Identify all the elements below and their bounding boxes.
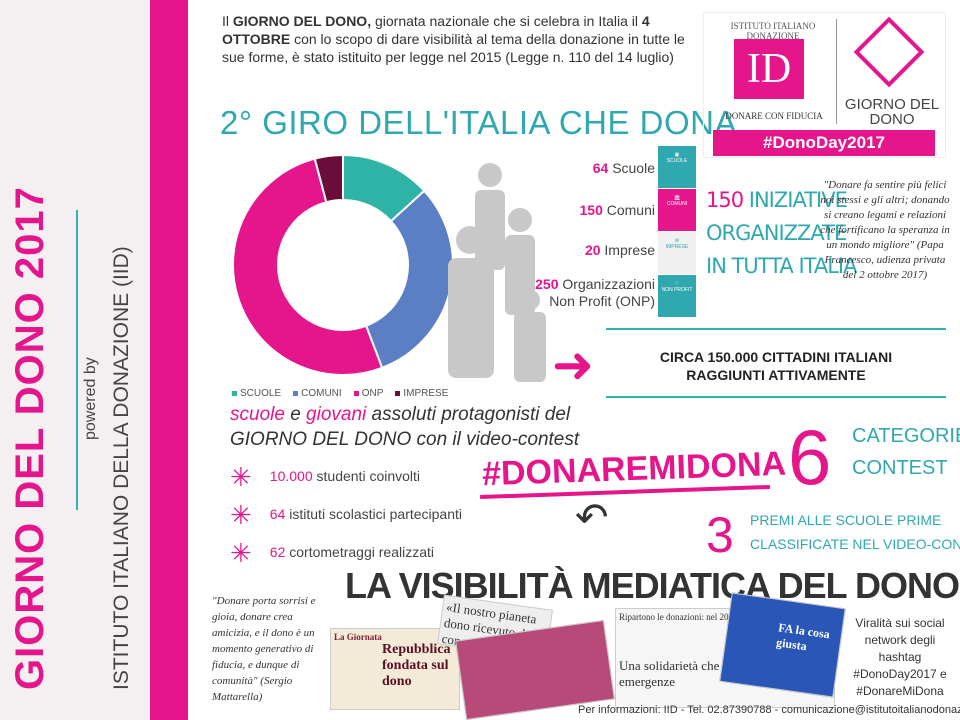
donut-slice-onp [232, 157, 384, 376]
powered-by: powered by [82, 357, 99, 440]
left-panel [0, 0, 150, 720]
legend-item: SCUOLE [232, 388, 281, 399]
citizens-reached: CIRCA 150.000 CITTADINI ITALIANI RAGGIUNT… [606, 328, 946, 398]
main-heading: 2° GIRO DELL'ITALIA CHE DONA [220, 104, 738, 141]
chart-legend: SCUOLE COMUNI ONP IMPRESE [232, 388, 448, 399]
press-collage: La Giornata Repubblica fondata sul dono «… [330, 592, 846, 720]
vertical-title: GIORNO DEL DONO 2017 [8, 186, 52, 690]
logo-block: ISTITUTO ITALIANO DONAZIONE ID DONARE CO… [703, 12, 946, 158]
gear-icon: ⚙ IMPRESE [658, 232, 696, 274]
gdd-logo-text: GIORNO DEL DONO [844, 96, 940, 128]
mattarella-quote: "Donare porta sorrisi e gioia, donare cr… [212, 595, 316, 703]
asterisk-icon: ✳ [230, 538, 252, 568]
divider [76, 210, 78, 510]
curved-arrow-icon: ↶ [575, 496, 609, 540]
donut-chart [232, 153, 454, 376]
intro-text: Il GIORNO DEL DONO, giornata nazionale c… [222, 13, 685, 65]
people-icon [448, 163, 546, 382]
arrow-right-icon: ➜ [552, 337, 594, 393]
legend-item: ONP [353, 388, 383, 399]
donut-slice-comuni [364, 189, 454, 370]
heart-icon: ♡ NON PROFIT [658, 275, 696, 317]
stat-item: ✳ 10.000 studenti coinvolti [230, 462, 421, 492]
stat-item: ✳ 62 cortometraggi realizzati [230, 538, 434, 568]
three-number: 3 [706, 507, 734, 563]
hashtag-banner: #DonoDay2017 [713, 130, 935, 156]
divider [836, 19, 837, 124]
tv-still: FA la cosa giusta [719, 592, 846, 698]
institute-name: ISTITUTO ITALIANO DELLA DONAZIONE (IID) [110, 246, 133, 690]
asterisk-icon: ✳ [230, 462, 252, 492]
prizes-text: PREMI ALLE SCUOLE PRIME CLASSIFICATE NEL … [750, 512, 960, 552]
category-tiles: ▣ SCUOLE 🏛 COMUNI ⚙ IMPRESE ♡ NON PROFIT [658, 146, 696, 317]
gdd-diamond-icon [853, 16, 925, 88]
legend-item: IMPRESE [395, 388, 448, 399]
asterisk-icon: ✳ [230, 500, 252, 530]
six-number: 6 [788, 413, 832, 501]
book-icon: ▣ SCUOLE [658, 146, 696, 188]
counts-list: 64 Scuole 150 Comuni 20 Imprese 250 Orga… [535, 160, 655, 309]
legend-item: COMUNI [293, 388, 342, 399]
footer-contact: Per informazioni: IID - Tel. 02.87390788… [578, 704, 960, 716]
protagonists-text: scuole e giovani assoluti protagonisti d… [230, 404, 580, 450]
viral-text: Viralità sui social network degli hashta… [853, 616, 947, 698]
donut-slice-imprese [313, 153, 344, 204]
papa-quote: "Donare fa sentire più felici noi stessi… [820, 179, 950, 281]
pink-bar [150, 0, 188, 720]
building-icon: 🏛 COMUNI [658, 189, 696, 231]
initiatives-text: 150 INIZIATIVE ORGANIZZATE IN TUTTA ITALIA [706, 188, 857, 278]
categories-text: CATEGORIE CONTEST [852, 425, 960, 479]
iid-logo-mark: ID [734, 39, 804, 99]
iid-logo-text: ISTITUTO ITALIANO DONAZIONE [730, 21, 816, 41]
iid-tagline: DONARE CON FIDUCIA [725, 111, 823, 121]
stat-item: ✳ 64 istituti scolastici partecipanti [230, 500, 463, 530]
